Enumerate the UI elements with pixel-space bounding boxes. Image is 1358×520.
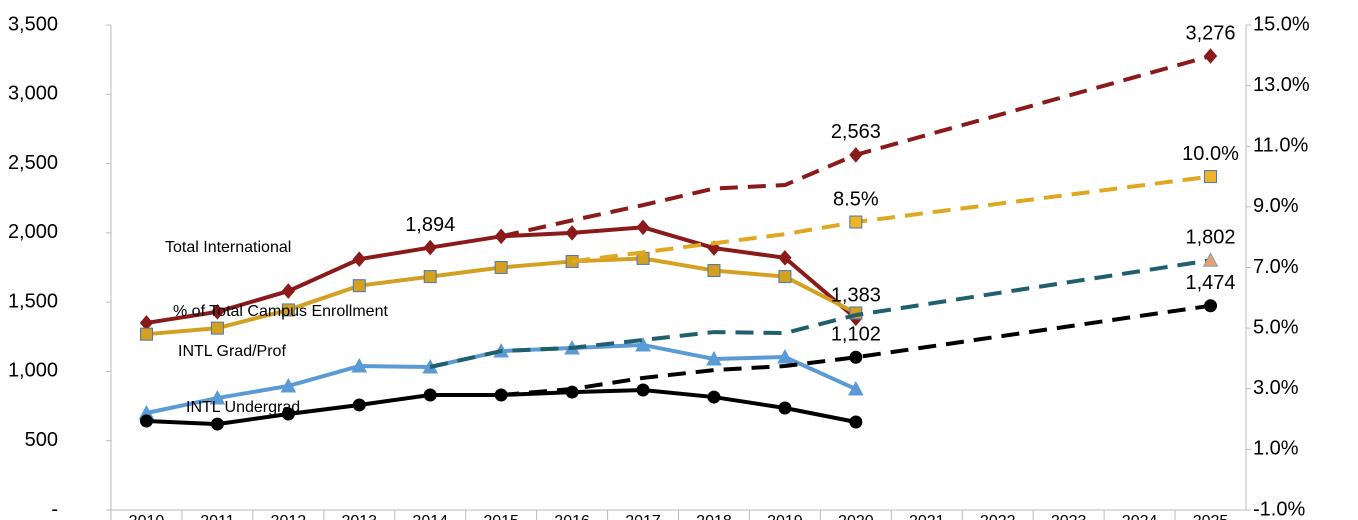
projection-line	[429, 258, 1211, 369]
y-tick-label: 2,500	[8, 152, 58, 174]
marker	[352, 398, 366, 412]
marker	[209, 389, 226, 405]
marker	[848, 380, 864, 396]
marker	[1204, 299, 1218, 313]
marker	[778, 270, 792, 284]
projection-line	[571, 174, 1211, 264]
data-label: 3,276	[1186, 22, 1236, 44]
series-layer	[138, 48, 1219, 431]
y2-tick-label: 11.0%	[1253, 135, 1308, 157]
x-tick-label: 2014	[412, 513, 448, 520]
y-tick-label: 1,500	[8, 290, 58, 312]
y2-tick-label: -1.0%	[1253, 498, 1305, 520]
marker	[423, 239, 437, 256]
y-tick-label: 3,500	[8, 13, 58, 35]
series-label: % of Total Campus Enrollment	[173, 303, 388, 320]
series-label: INTL Undergrad	[186, 399, 300, 416]
marker	[778, 401, 792, 415]
marker	[706, 350, 722, 366]
y2-tick-label: 5.0%	[1253, 316, 1299, 338]
marker	[210, 304, 225, 320]
x-tick-label: 2021	[909, 513, 945, 520]
y2-tick-label: 1.0%	[1253, 438, 1299, 460]
y-tick-label: 2,000	[8, 221, 58, 243]
y2-tick-label: 15.0%	[1253, 13, 1310, 35]
x-tick-label: 2019	[767, 513, 803, 520]
data-label: 1,474	[1186, 272, 1236, 294]
data-label: 1,894	[405, 214, 455, 236]
data-label: 10.0%	[1182, 143, 1239, 165]
y2-tick-label: 7.0%	[1253, 256, 1299, 278]
marker	[423, 270, 437, 284]
data-label: 8.5%	[833, 188, 879, 210]
data-label: 1,802	[1186, 227, 1236, 249]
marker	[778, 250, 792, 266]
marker	[423, 388, 437, 402]
marker	[849, 350, 863, 364]
x-tick-label: 2018	[696, 513, 732, 520]
marker	[1202, 252, 1219, 267]
data-label: 1,383	[831, 285, 881, 307]
marker	[635, 336, 651, 352]
marker	[1203, 48, 1218, 64]
marker	[352, 279, 366, 293]
y2-tick-label: 9.0%	[1253, 195, 1299, 217]
x-tick-label: 2024	[1122, 513, 1158, 520]
projection-line	[500, 303, 1211, 397]
marker	[1204, 170, 1218, 184]
marker	[281, 303, 295, 317]
marker	[849, 215, 863, 229]
marker	[707, 264, 721, 278]
y-tick-label: 3,000	[8, 83, 58, 105]
marker	[351, 357, 368, 373]
x-tick-label: 2012	[271, 513, 307, 520]
marker	[849, 147, 863, 163]
data-label: 1,102	[831, 324, 881, 346]
x-tick-label: 2023	[1051, 513, 1087, 520]
y2-tick-label: 3.0%	[1253, 377, 1299, 399]
series-label: Total International	[165, 239, 291, 256]
x-tick-label: 2017	[625, 513, 661, 520]
y-tick-label: 500	[25, 429, 58, 451]
x-tick-label: 2013	[341, 513, 377, 520]
axes: - 500 1,000 1,500 2,000 2,500 3,000 3,500 -1.0% 1…	[8, 13, 1310, 520]
marker	[849, 415, 863, 429]
x-tick-label: 2010	[129, 513, 165, 520]
y2-tick-label: 13.0%	[1253, 74, 1310, 96]
x-tick-label: 2025	[1193, 513, 1229, 520]
marker	[777, 348, 793, 364]
marker	[707, 390, 721, 404]
marker	[494, 261, 508, 274]
marker	[139, 327, 153, 341]
y-tick-label: -	[51, 498, 58, 520]
x-tick-label: 2016	[554, 513, 590, 520]
y-tick-label: 1,000	[8, 360, 58, 382]
marker	[636, 219, 650, 236]
x-tick-label: 2015	[483, 513, 519, 520]
marker	[139, 414, 153, 428]
marker	[636, 383, 650, 397]
marker	[280, 377, 297, 393]
x-tick-label: 2022	[980, 513, 1016, 520]
marker	[210, 321, 224, 335]
x-tick-label: 2020	[838, 513, 874, 520]
data-label: 2,563	[831, 121, 881, 143]
marker	[210, 417, 224, 431]
series-label: INTL Grad/Prof	[178, 343, 286, 360]
x-tick-label: 2011	[200, 513, 235, 520]
marker	[281, 407, 295, 421]
marker	[352, 251, 366, 267]
marker	[281, 283, 296, 299]
marker	[565, 225, 579, 241]
